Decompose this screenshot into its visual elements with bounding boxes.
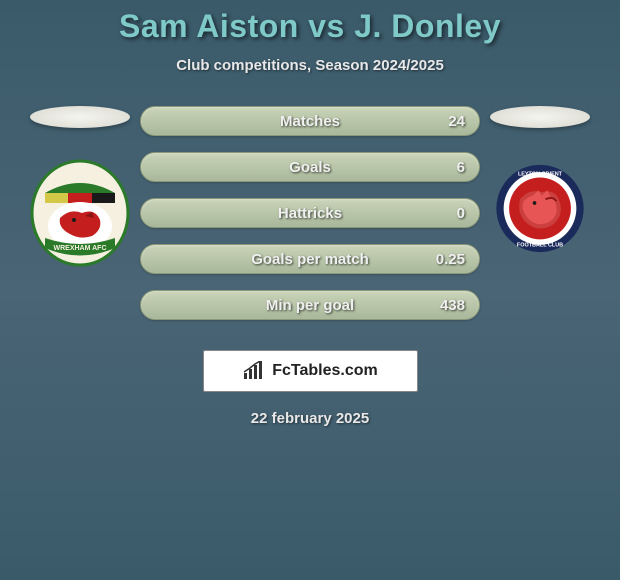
stat-label: Matches xyxy=(280,113,340,130)
svg-text:FOOTBALL CLUB: FOOTBALL CLUB xyxy=(517,243,563,249)
stat-value-right: 0.25 xyxy=(436,251,465,268)
left-player-oval xyxy=(30,106,130,128)
page-title: Sam Aiston vs J. Donley xyxy=(119,8,501,45)
svg-text:WREXHAM AFC: WREXHAM AFC xyxy=(53,245,106,252)
stat-value-right: 24 xyxy=(448,113,465,130)
brand-logo-box[interactable]: FcTables.com xyxy=(203,350,418,392)
stat-row-mpg: Min per goal 438 xyxy=(140,290,480,320)
bar-chart-icon xyxy=(242,361,266,381)
brand-name: FcTables.com xyxy=(272,362,378,380)
stat-value-right: 6 xyxy=(457,159,465,176)
left-team-crest: WREXHAM AFC xyxy=(30,158,130,268)
stat-value-right: 0 xyxy=(457,205,465,222)
stat-label: Goals xyxy=(289,159,331,176)
comparison-date: 22 february 2025 xyxy=(251,410,369,427)
comparison-card: Sam Aiston vs J. Donley Club competition… xyxy=(0,0,620,435)
stat-row-gpm: Goals per match 0.25 xyxy=(140,244,480,274)
main-area: WREXHAM AFC Matches 24 Goals 6 Hattricks… xyxy=(0,106,620,320)
stat-label: Min per goal xyxy=(266,297,354,314)
stats-column: Matches 24 Goals 6 Hattricks 0 Goals per… xyxy=(140,106,480,320)
stat-row-matches: Matches 24 xyxy=(140,106,480,136)
stat-label: Goals per match xyxy=(251,251,369,268)
right-team-crest: LEYTON ORIENT FOOTBALL CLUB xyxy=(490,158,590,268)
right-player-oval xyxy=(490,106,590,128)
stat-row-hattricks: Hattricks 0 xyxy=(140,198,480,228)
svg-text:LEYTON ORIENT: LEYTON ORIENT xyxy=(518,172,563,178)
page-subtitle: Club competitions, Season 2024/2025 xyxy=(176,57,444,74)
left-player-col: WREXHAM AFC xyxy=(20,106,140,268)
stat-value-right: 438 xyxy=(440,297,465,314)
stat-row-goals: Goals 6 xyxy=(140,152,480,182)
right-player-col: LEYTON ORIENT FOOTBALL CLUB xyxy=(480,106,600,268)
stat-label: Hattricks xyxy=(278,205,342,222)
